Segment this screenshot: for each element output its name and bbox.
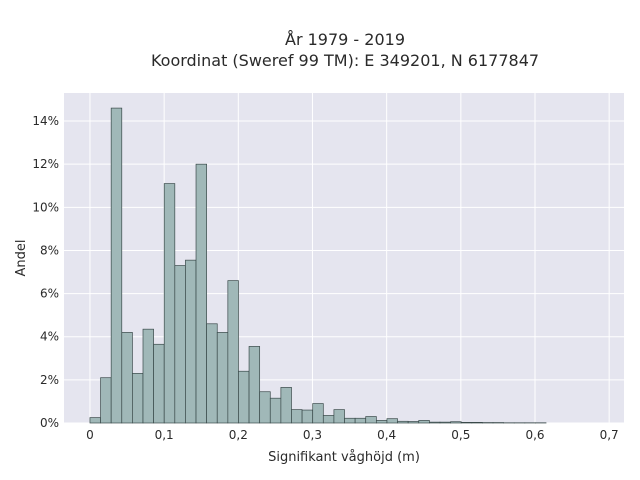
histogram-bar xyxy=(227,280,239,424)
chart-title-line2: Koordinat (Sweref 99 TM): E 349201, N 61… xyxy=(151,51,539,70)
histogram-bar xyxy=(206,323,218,424)
y-tick-label: 14% xyxy=(32,114,59,128)
x-tick-label: 0,3 xyxy=(303,428,322,442)
x-axis-label: Signifikant våghöjd (m) xyxy=(268,450,420,465)
x-tick-label: 0,7 xyxy=(600,428,619,442)
histogram-bar xyxy=(280,387,292,424)
histogram-bar xyxy=(471,422,483,424)
y-tick-label: 10% xyxy=(32,200,59,214)
histogram-bar xyxy=(142,328,154,424)
x-tick-label: 0,5 xyxy=(451,428,470,442)
histogram-bar xyxy=(301,409,314,424)
y-tick-label: 6% xyxy=(40,287,59,301)
histogram-bar xyxy=(365,416,377,424)
histogram-bar xyxy=(418,420,430,424)
histogram-bar xyxy=(269,397,282,424)
histogram-bar xyxy=(354,417,367,424)
x-axis-ticks: 0 0,1 0,2 0,3 0,4 0,5 0,6 0,7 xyxy=(86,428,619,442)
y-tick-label: 0% xyxy=(40,416,59,430)
histogram-bar xyxy=(110,107,123,424)
x-tick-label: 0,4 xyxy=(377,428,396,442)
histogram-bar xyxy=(89,417,101,424)
histogram-bar xyxy=(429,421,441,424)
y-tick-label: 4% xyxy=(40,330,59,344)
x-tick-label: 0,1 xyxy=(155,428,174,442)
x-tick-label: 0 xyxy=(86,428,94,442)
histogram-bar xyxy=(121,332,133,424)
histogram-bar xyxy=(397,420,409,424)
histogram-bar xyxy=(386,418,398,424)
y-tick-label: 2% xyxy=(40,373,59,387)
histogram-bar xyxy=(185,259,197,424)
histogram-bar xyxy=(460,422,473,424)
histogram-bar xyxy=(248,346,261,424)
histogram-bar xyxy=(322,415,335,424)
histogram-bar xyxy=(163,183,176,424)
y-axis-label: Andel xyxy=(14,240,29,277)
histogram-bar xyxy=(238,370,250,424)
histogram-bars xyxy=(89,107,547,424)
histogram-bar xyxy=(195,163,207,424)
histogram-bar xyxy=(375,420,388,424)
y-tick-label: 8% xyxy=(40,243,59,257)
histogram-bar xyxy=(450,421,462,424)
x-tick-label: 0,2 xyxy=(229,428,248,442)
histogram-bar xyxy=(439,421,451,424)
histogram-bar xyxy=(259,391,271,424)
y-tick-label: 12% xyxy=(32,157,59,171)
histogram-bar xyxy=(344,417,356,424)
histogram-bar xyxy=(333,409,345,424)
chart-title-line1: År 1979 - 2019 xyxy=(285,30,405,49)
histogram-bar xyxy=(291,409,303,424)
histogram-bar xyxy=(312,403,324,424)
histogram-bar xyxy=(100,377,112,424)
histogram-bar xyxy=(174,265,186,424)
histogram-bar xyxy=(407,421,420,424)
histogram-bar xyxy=(153,343,165,424)
x-tick-label: 0,6 xyxy=(525,428,544,442)
histogram-bar xyxy=(132,373,144,424)
histogram-bar xyxy=(216,332,229,424)
y-axis-ticks: 0% 2% 4% 6% 8% 10% 12% 14% xyxy=(32,114,59,430)
